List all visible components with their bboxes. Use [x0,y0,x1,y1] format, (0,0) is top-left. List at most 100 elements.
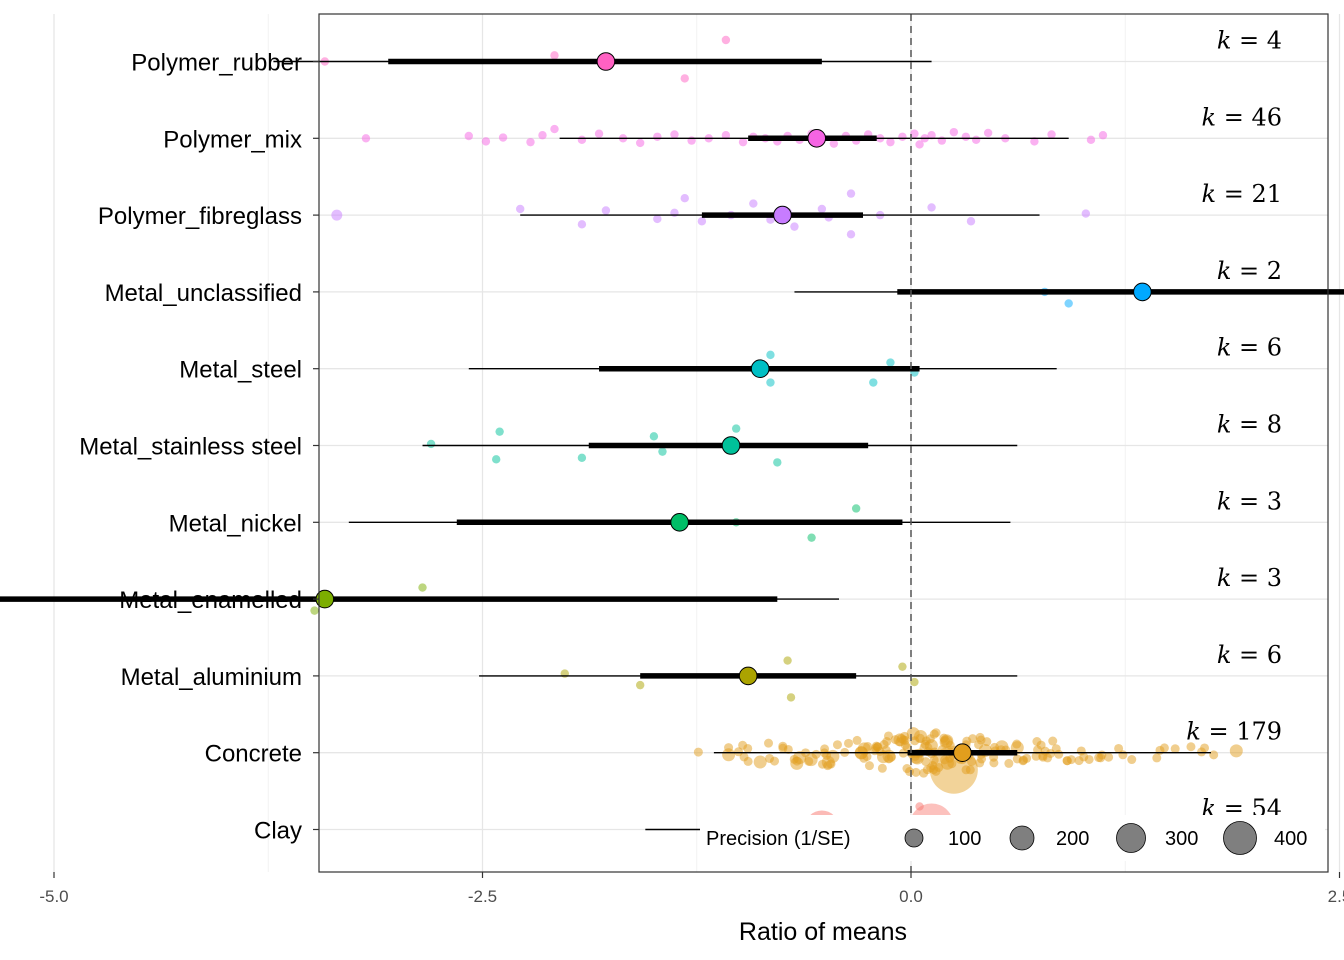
study-point-concrete [911,767,921,777]
study-point-concrete [1152,753,1162,763]
study-point-polymer-fibreglass [749,199,758,208]
study-point-concrete [975,732,985,742]
category-label-polymer-fibreglass: Polymer_fibreglass [98,203,302,230]
study-point-concrete [940,755,950,765]
k-labels: k = 4 k = 46 k = 21 k = 2 k = 6 k = 8 k = 3 k =… [1186,27,1282,823]
study-point-concrete [939,733,949,743]
legend-title: Precision (1/SE) [706,828,851,850]
study-point-metal-aluminium [786,693,796,702]
category-label-polymer-mix: Polymer_mix [163,126,302,153]
study-point-polymer-fibreglass [697,217,707,226]
category-label-metal-nickel: Metal_nickel [169,510,302,537]
study-point-polymer-mix [983,128,993,138]
study-point-polymer-fibreglass [516,204,525,214]
study-point-concrete [844,738,854,748]
study-point-concrete [864,761,874,771]
study-point-concrete [817,759,827,769]
study-point-polymer-mix [927,131,936,140]
study-point-polymer-mix [361,134,371,143]
study-point-polymer-fibreglass [927,203,936,212]
study-point-polymer-mix [971,135,981,145]
estimate-polymer-rubber [596,52,616,71]
study-point-metal-nickel [851,504,861,513]
legend-key-circle [904,828,924,848]
study-point-concrete [929,765,939,775]
legend-key-circle [1223,821,1257,855]
study-point-metal-nickel [807,533,816,542]
study-point-polymer-mix [1030,137,1039,146]
legend-label: 300 [1165,828,1198,850]
study-point-polymer-mix [481,137,491,146]
estimate-concrete [953,743,972,763]
study-point-polymer-mix [577,135,587,145]
category-label-concrete: Concrete [205,741,302,768]
study-point-concrete [1084,754,1094,764]
study-point-metal-unclassified [1064,299,1073,308]
study-point-concrete [693,747,703,757]
x-axis: -5.0 -2.5 0.0 2.5 [39,872,1344,906]
study-point-polymer-fibreglass [680,194,689,203]
study-point-concrete [778,741,788,751]
k-label-metal-unclassified: k = 2 [1217,257,1282,285]
study-point-concrete [1170,744,1180,754]
study-point-concrete [1097,750,1107,760]
study-point-metal-steel [766,378,775,387]
study-point-metal-aluminium [910,677,919,687]
study-point-concrete [852,735,862,745]
study-point-concrete [1032,736,1042,746]
study-point-concrete [738,740,748,750]
study-point-polymer-rubber [680,74,689,83]
study-point-polymer-mix [738,137,748,147]
study-point-concrete [1209,750,1219,760]
study-point-metal-enamelled [310,606,319,615]
category-label-polymer-rubber: Polymer_rubber [131,50,302,77]
estimate-metal-nickel [670,513,689,532]
study-point-concrete [965,765,975,775]
study-point-metal-steel [886,358,895,367]
study-point-concrete [1012,739,1022,749]
plot-panel-border [318,13,1329,873]
study-point-polymer-fibreglass [846,230,856,239]
estimate-polymer-mix [807,129,827,148]
estimate-polymer-fibreglass [773,205,792,225]
legend-label: 100 [948,828,981,850]
study-point-polymer-mix [498,133,508,142]
legend-key-circle [1116,823,1146,853]
category-label-clay: Clay [254,818,302,845]
study-point-concrete [1018,755,1028,765]
study-point-polymer-rubber [550,51,559,60]
x-tick-label: -5.0 [39,887,68,906]
study-point-metal-stainless-steel [577,453,587,462]
study-point-polymer-mix [538,131,547,140]
study-point-metal-aluminium [898,662,907,671]
estimate-metal-steel [750,359,770,379]
study-point-concrete [753,755,767,769]
legend-key-circle [1009,825,1035,851]
study-point-polymer-fibreglass [1081,209,1091,218]
category-label-metal-enamelled: Metal_enamelled [119,587,302,614]
study-point-metal-stainless-steel [426,439,436,449]
study-point-polymer-mix [829,139,839,148]
study-point-polymer-mix [910,129,919,138]
study-point-concrete [876,750,890,764]
study-point-metal-steel [869,378,878,387]
study-point-metal-stainless-steel [492,455,501,464]
study-point-concrete [811,749,821,759]
x-tick-label: 2.5 [1328,887,1344,906]
estimate-metal-aluminium [738,666,758,686]
k-label-polymer-fibreglass: k = 21 [1202,180,1282,208]
study-point-concrete [724,743,734,753]
study-point-polymer-mix [1098,131,1108,140]
study-point-polymer-mix [653,132,662,141]
study-point-concrete [826,759,836,769]
study-point-concrete [877,763,887,773]
study-point-concrete [739,752,749,762]
x-axis-title: Ratio of means [739,918,907,946]
study-point-concrete [921,757,931,767]
study-point-polymer-mix [721,131,731,140]
study-point-concrete [1043,753,1053,763]
study-point-concrete [1118,750,1128,760]
study-point-polymer-mix [915,140,924,149]
study-point-polymer-fibreglass [817,204,827,214]
